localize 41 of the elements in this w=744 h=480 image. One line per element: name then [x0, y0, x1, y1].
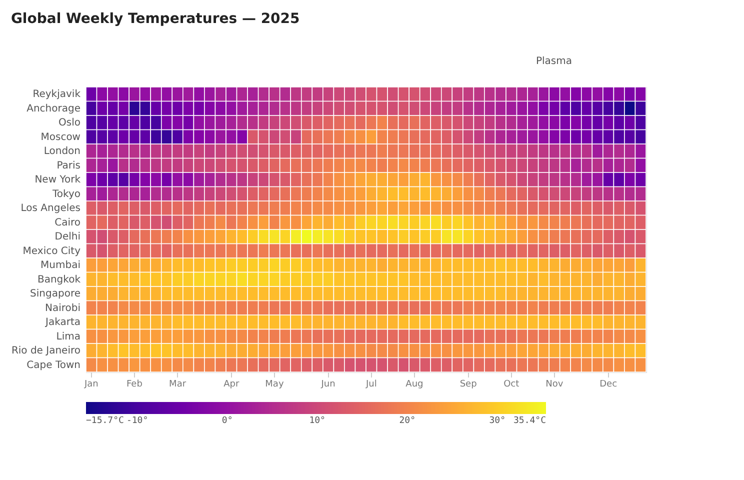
y-tick-label: Oslo [58, 118, 80, 129]
y-tick-label: Mumbai [40, 260, 80, 272]
x-tick-label: Feb [126, 380, 143, 390]
color-bar-label: 0° [222, 416, 233, 426]
color-bar-label: 20° [399, 416, 416, 426]
color-bar-label: 35.4°C [513, 416, 546, 426]
y-tick-label: Moscow [40, 132, 80, 143]
y-tick-label: Paris [56, 160, 80, 172]
x-tick-label: Nov [546, 380, 564, 390]
color-bar-label: -10° [126, 416, 148, 426]
y-tick-label: New York [34, 174, 81, 186]
x-tick-label: Jun [320, 380, 336, 390]
x-tick-label: Oct [504, 380, 520, 390]
y-tick-label: Cairo [54, 217, 80, 228]
x-tick-label: Jul [364, 380, 377, 390]
x-tick-label: Sep [460, 380, 478, 390]
y-tick-label: Bangkok [37, 274, 81, 286]
chart-title: Global Weekly Temperatures — 2025 [10, 11, 300, 27]
x-tick-label: Dec [600, 380, 618, 390]
y-tick-label: Cape Town [26, 360, 80, 371]
color-bar-label: 30° [489, 416, 506, 426]
color-bar-label: 10° [309, 416, 326, 426]
y-tick-label: Jakarta [44, 317, 80, 328]
y-tick-label: Delhi [54, 232, 80, 243]
x-tick-label: Jan [83, 380, 98, 390]
x-tick-label: Apr [224, 380, 240, 390]
text: Plasma [536, 56, 572, 67]
y-tick-label: Mexico City [22, 246, 81, 257]
x-tick-label: Aug [406, 380, 424, 390]
y-tick-label: London [44, 146, 80, 158]
y-tick-label: Reykjavik [32, 89, 81, 100]
x-tick-label: May [265, 380, 284, 390]
y-tick-label: Lima [56, 331, 80, 342]
y-tick-label: Anchorage [26, 103, 80, 114]
x-tick-label: Mar [169, 380, 186, 390]
y-tick-label: Rio de Janeiro [11, 346, 80, 357]
color-bar-label: −15.7°C [86, 416, 124, 426]
y-tick-label: Nairobi [44, 302, 80, 314]
y-tick-label: Los Angeles [20, 203, 80, 214]
y-tick-label: Singapore [30, 288, 80, 300]
y-tick-label: Tokyo [52, 188, 80, 200]
